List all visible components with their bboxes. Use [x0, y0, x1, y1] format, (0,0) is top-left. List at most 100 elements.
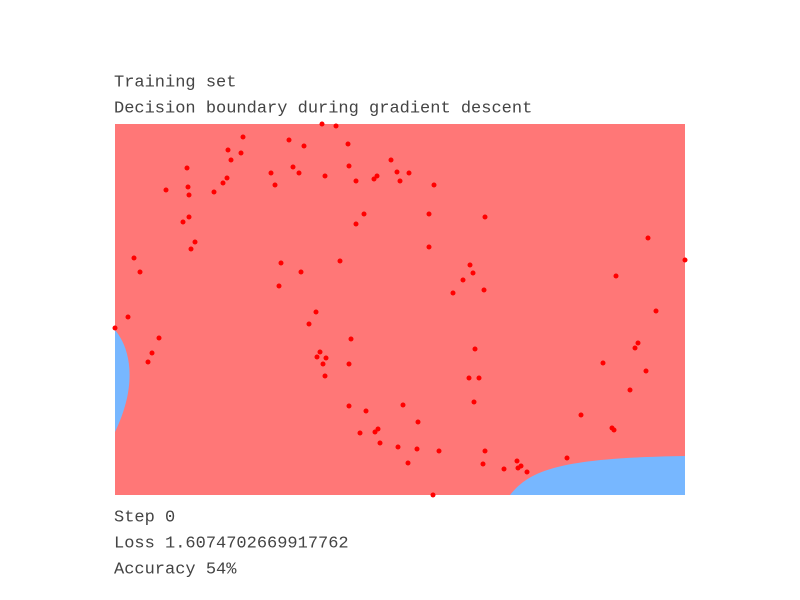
point [131, 255, 137, 261]
point [426, 244, 432, 250]
point [272, 182, 278, 188]
points [112, 121, 688, 498]
point [645, 235, 651, 241]
point [240, 134, 246, 140]
point [395, 444, 401, 450]
point [518, 463, 524, 469]
point [406, 170, 412, 176]
point [467, 262, 473, 268]
point [186, 214, 192, 220]
point [346, 403, 352, 409]
point [426, 211, 432, 217]
point [524, 469, 530, 475]
point [514, 458, 520, 464]
point [627, 387, 633, 393]
point [377, 440, 383, 446]
point [184, 165, 190, 171]
point [353, 178, 359, 184]
point [394, 169, 400, 175]
point [361, 211, 367, 217]
point [333, 123, 339, 129]
point [313, 309, 319, 315]
point [431, 182, 437, 188]
point [466, 375, 472, 381]
point [611, 427, 617, 433]
loss-label: Loss 1.6074702669917762 [114, 534, 349, 553]
point [430, 492, 436, 498]
point [632, 345, 638, 351]
point [482, 214, 488, 220]
point [472, 346, 478, 352]
point [470, 270, 476, 276]
point [314, 354, 320, 360]
point [635, 340, 641, 346]
point [192, 239, 198, 245]
point [306, 321, 312, 327]
point [317, 349, 323, 355]
point [405, 460, 411, 466]
point [348, 336, 354, 342]
point [578, 412, 584, 418]
point [388, 157, 394, 163]
point [397, 178, 403, 184]
chart-title: Training set [114, 73, 236, 92]
point [180, 219, 186, 225]
point [613, 273, 619, 279]
point [211, 189, 217, 195]
point [322, 373, 328, 379]
decision-region [115, 330, 130, 432]
point [346, 163, 352, 169]
point [290, 164, 296, 170]
point [363, 408, 369, 414]
point [374, 173, 380, 179]
plot-area [115, 124, 685, 495]
point [156, 335, 162, 341]
point [319, 121, 325, 127]
point [186, 192, 192, 198]
point [460, 277, 466, 283]
point [476, 375, 482, 381]
point [643, 368, 649, 374]
point [436, 448, 442, 454]
point [185, 184, 191, 190]
step-label: Step 0 [114, 508, 175, 527]
point [345, 141, 351, 147]
point [278, 260, 284, 266]
point [375, 426, 381, 432]
point [298, 269, 304, 275]
point [238, 150, 244, 156]
decision-region [510, 456, 685, 495]
point [137, 269, 143, 275]
point [188, 246, 194, 252]
point [220, 180, 226, 186]
point [450, 290, 456, 296]
point [145, 359, 151, 365]
chart-subtitle: Decision boundary during gradient descen… [114, 99, 532, 118]
point [353, 221, 359, 227]
point [286, 137, 292, 143]
point [471, 399, 477, 405]
point [228, 157, 234, 163]
point [346, 361, 352, 367]
point [415, 419, 421, 425]
point [480, 461, 486, 467]
point [112, 325, 118, 331]
point [501, 466, 507, 472]
point [600, 360, 606, 366]
point [320, 361, 326, 367]
point [682, 257, 688, 263]
point [400, 402, 406, 408]
point [125, 314, 131, 320]
point [481, 287, 487, 293]
point [268, 170, 274, 176]
accuracy-label: Accuracy 54% [114, 560, 237, 579]
point [322, 173, 328, 179]
point [163, 187, 169, 193]
point [225, 147, 231, 153]
point [301, 143, 307, 149]
point [224, 175, 230, 181]
point [323, 355, 329, 361]
point [276, 283, 282, 289]
